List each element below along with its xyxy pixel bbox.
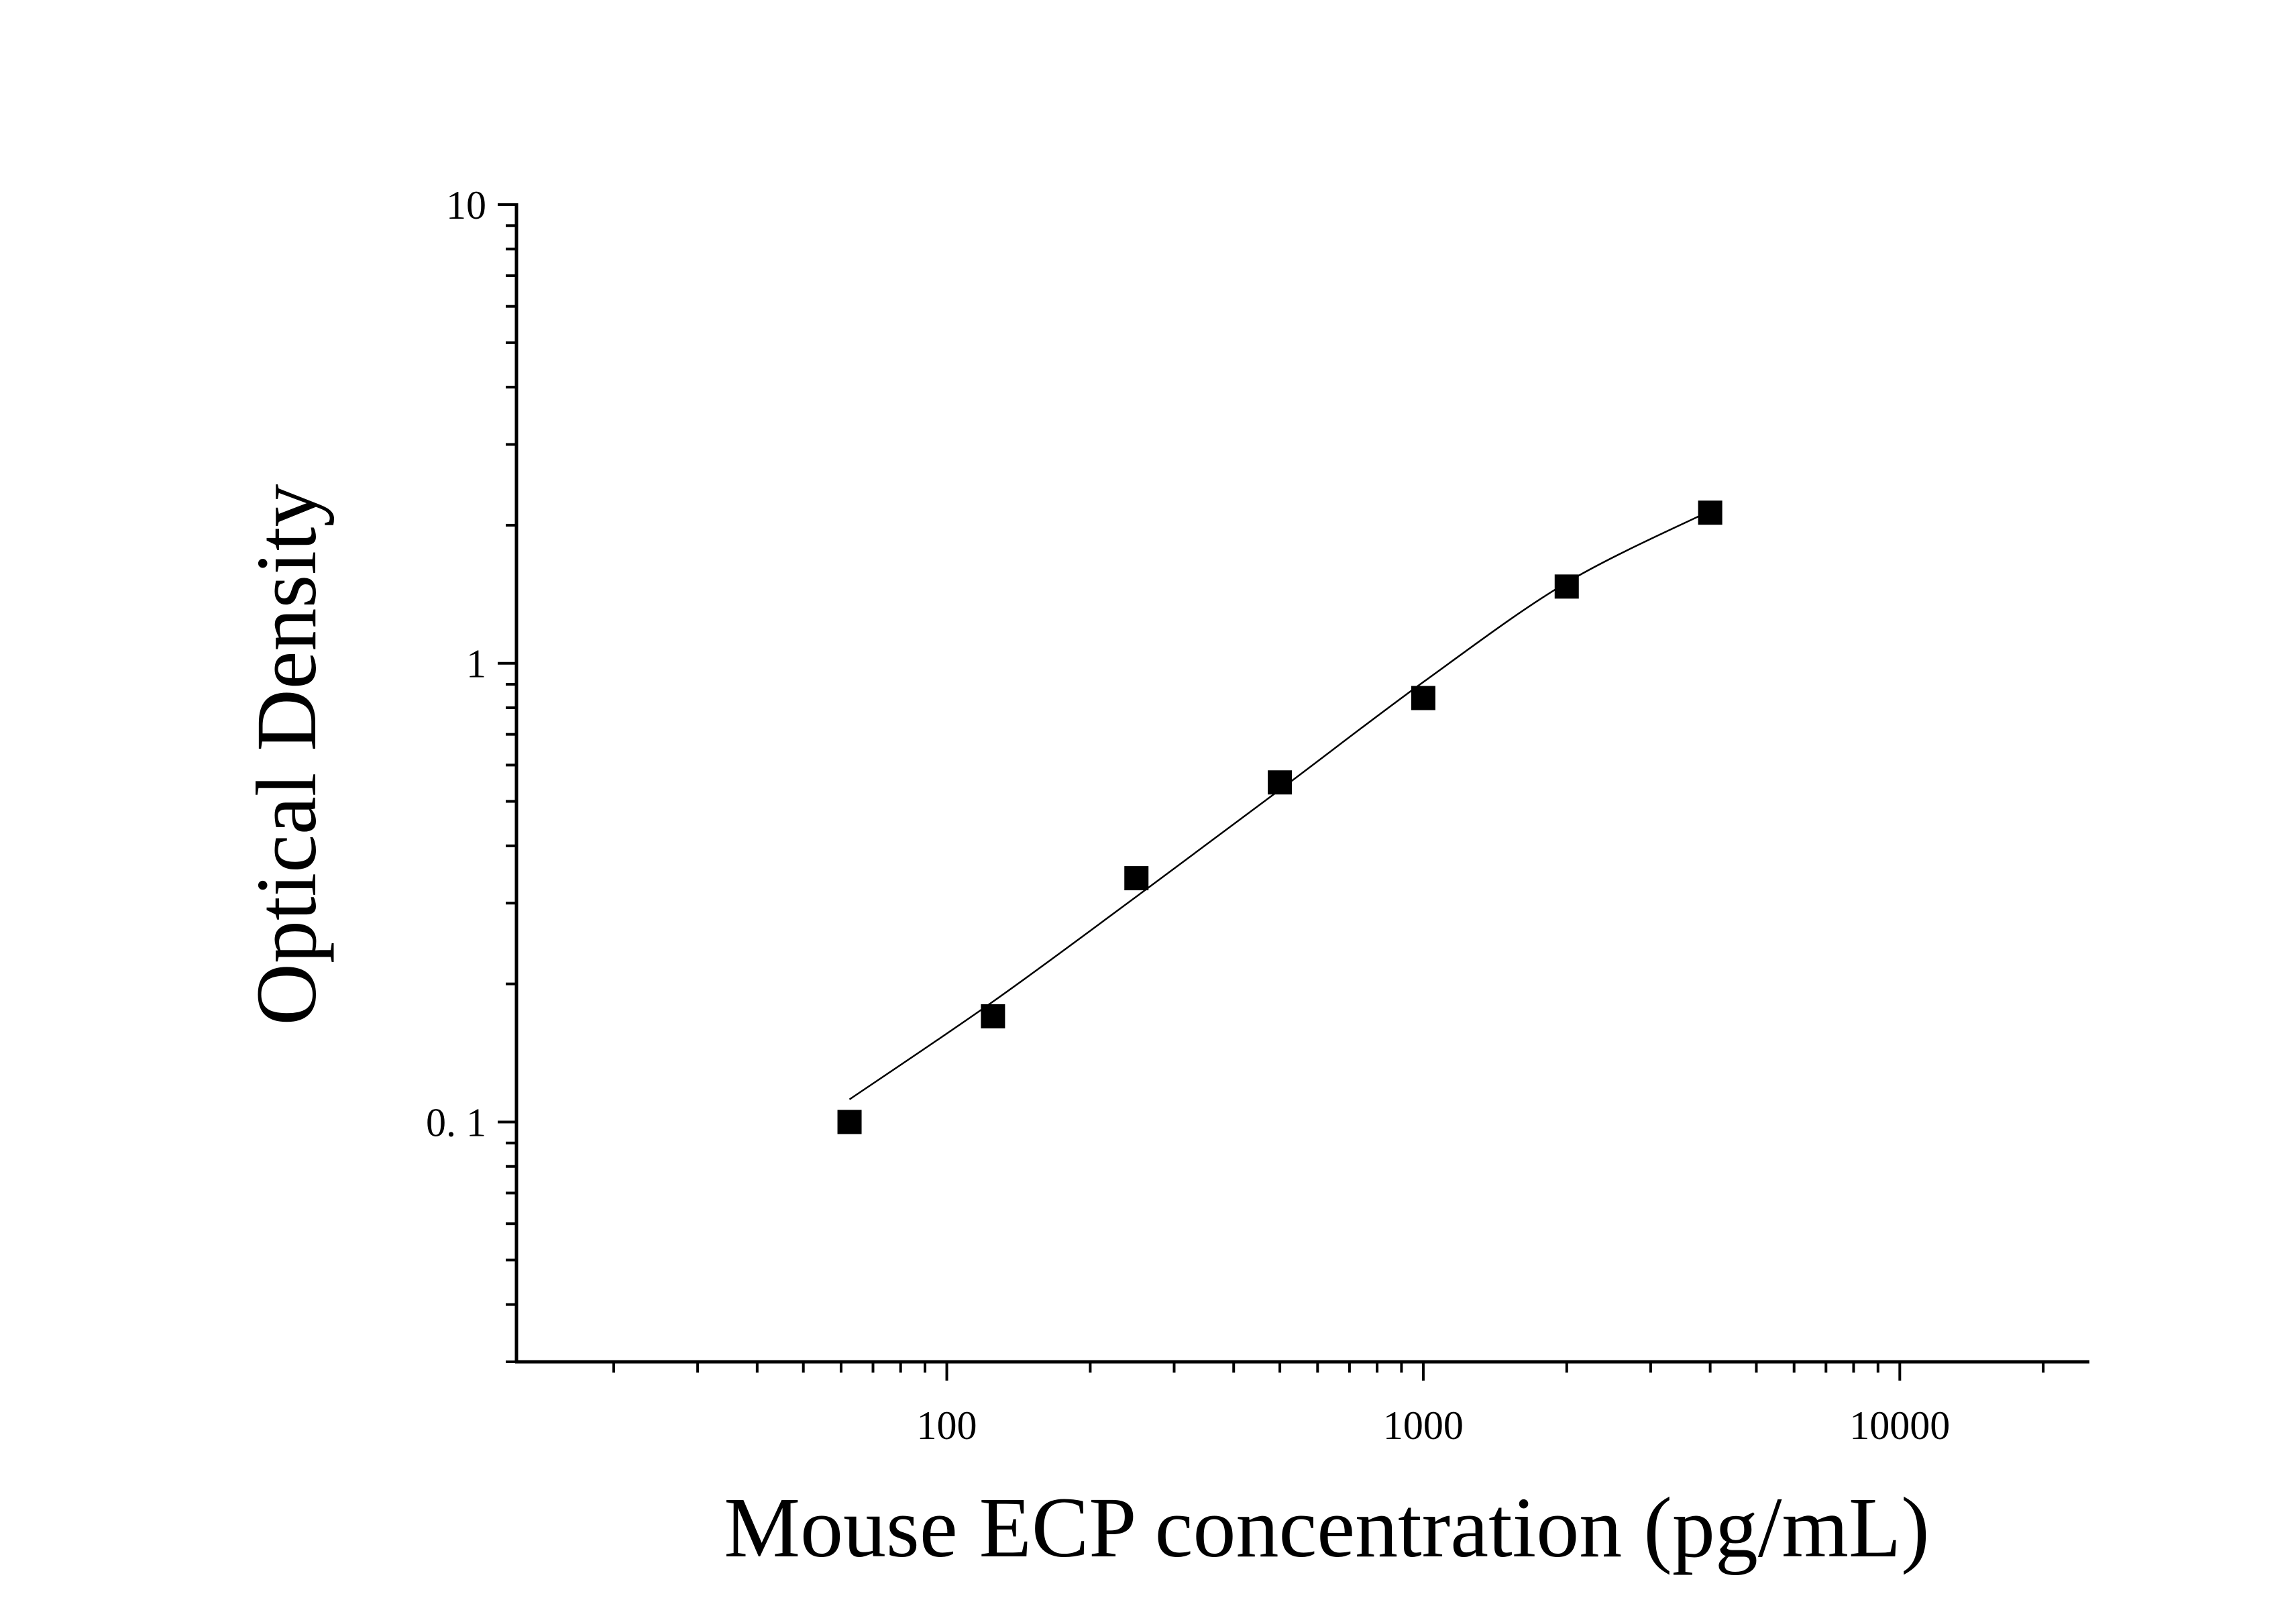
y-tick-label: 10 (446, 183, 486, 227)
fit-curve (849, 510, 1711, 1100)
data-point (1411, 686, 1435, 710)
data-point (981, 1004, 1005, 1028)
x-tick-label: 1000 (1383, 1403, 1464, 1448)
x-axis-title: Mouse ECP concentration (pg/mL) (724, 1480, 1930, 1575)
fit-curve-group (849, 510, 1711, 1100)
x-tick-label: 100 (917, 1403, 977, 1448)
data-point (837, 1110, 862, 1134)
x-tick-label: 10000 (1849, 1403, 1950, 1448)
y-axis-title: Optical Density (239, 484, 334, 1026)
data-point (1268, 770, 1293, 795)
y-ticks: 0. 1 1 10 (426, 183, 516, 1363)
data-point (1698, 500, 1723, 525)
y-tick-label: 0. 1 (426, 1100, 486, 1144)
data-point (1554, 574, 1579, 599)
data-point (1124, 866, 1149, 891)
data-points (837, 500, 1723, 1134)
axes (514, 203, 2089, 1364)
x-ticks: 100 1000 10000 (612, 1362, 2045, 1448)
y-tick-label: 1 (466, 642, 486, 686)
